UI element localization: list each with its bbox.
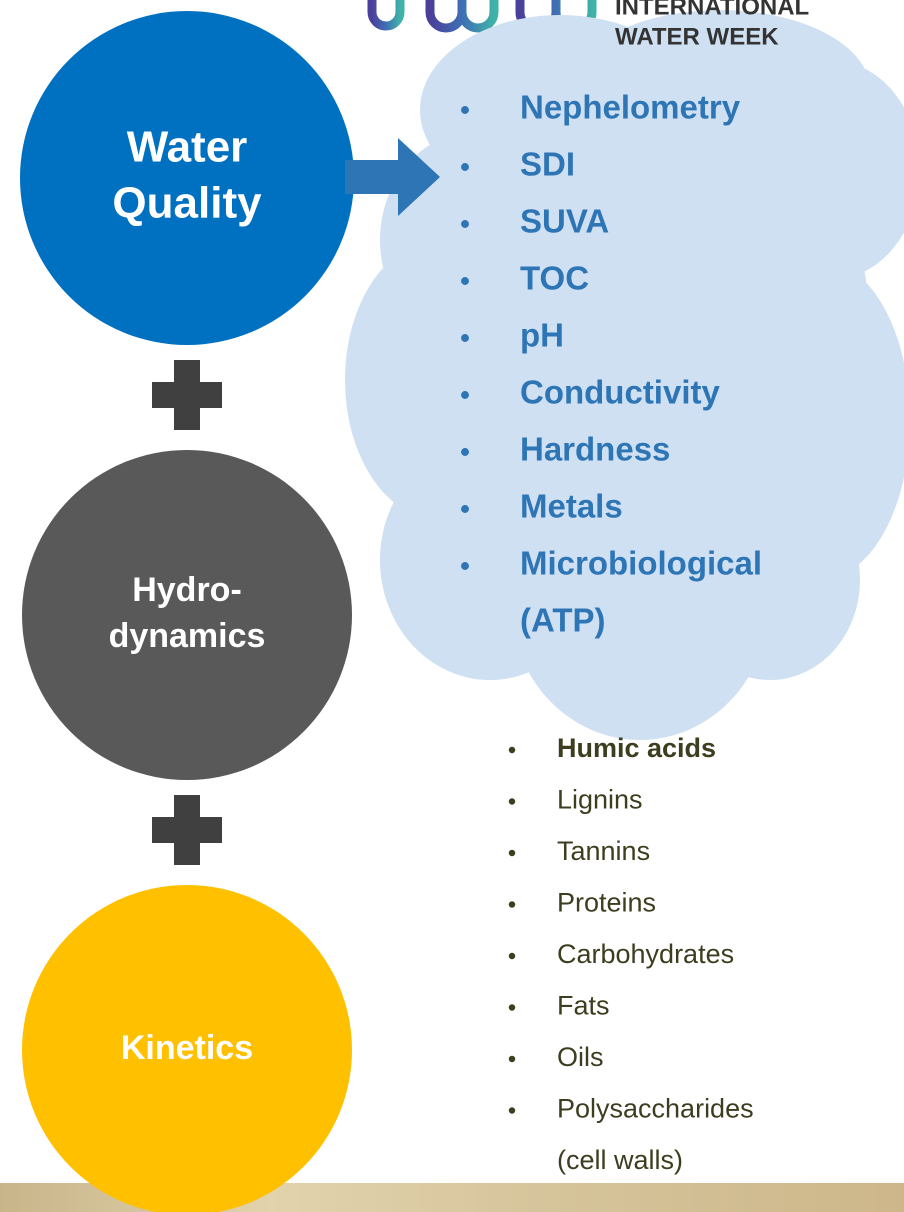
bullet (508, 798, 516, 805)
bullet (461, 391, 469, 399)
arrow (345, 138, 440, 216)
list-item: Polysaccharides (557, 1094, 754, 1124)
list-item: SUVA (520, 203, 609, 240)
list-item: Fats (557, 991, 610, 1021)
bullet (461, 448, 469, 456)
content: INTERNATIONAL WATER WEEK Water Quality Hydro… (109, 0, 810, 1175)
list-item: Tannins (557, 836, 650, 866)
list-item: Microbiological (520, 545, 762, 582)
list-item: (cell walls) (557, 1145, 683, 1175)
list-item: pH (520, 317, 564, 354)
list-item: Lignins (557, 785, 643, 815)
bullet (461, 277, 469, 285)
list-item: Oils (557, 1042, 604, 1072)
logo-text: WATER WEEK (615, 23, 779, 50)
plus-sign (152, 360, 222, 430)
list-item: Carbohydrates (557, 939, 734, 969)
bullet (461, 163, 469, 171)
list-item: Proteins (557, 888, 656, 918)
node-label: Kinetics (121, 1029, 253, 1067)
bullet (508, 849, 516, 857)
list-item: SDI (520, 146, 575, 183)
node-label: dynamics (109, 617, 266, 655)
list-item: TOC (520, 260, 589, 297)
bullet (461, 334, 469, 342)
list-item: Humic acids (557, 733, 716, 763)
list-item: Metals (520, 488, 623, 525)
list-item: Nephelometry (520, 89, 741, 126)
list-item: Hardness (520, 431, 670, 468)
cloud (345, 10, 904, 740)
bullet (508, 1004, 516, 1011)
bullet (461, 562, 469, 570)
bullet (508, 901, 516, 908)
logo-text: INTERNATIONAL (615, 0, 809, 20)
bullet (508, 1107, 516, 1114)
bullet (461, 106, 469, 114)
bullet (461, 220, 469, 228)
list-item: (ATP) (520, 602, 606, 639)
node-circle (22, 450, 352, 780)
plus-sign (152, 795, 222, 865)
node-label: Water (127, 123, 248, 172)
node-circle (20, 11, 354, 345)
node-label: Hydro- (132, 571, 242, 609)
node-circle (22, 885, 352, 1212)
bullet (461, 505, 469, 513)
bullet (508, 1055, 516, 1063)
bullet (508, 952, 516, 960)
node-label: Quality (112, 179, 262, 228)
list-item: Conductivity (520, 374, 720, 411)
bullet (508, 746, 516, 754)
